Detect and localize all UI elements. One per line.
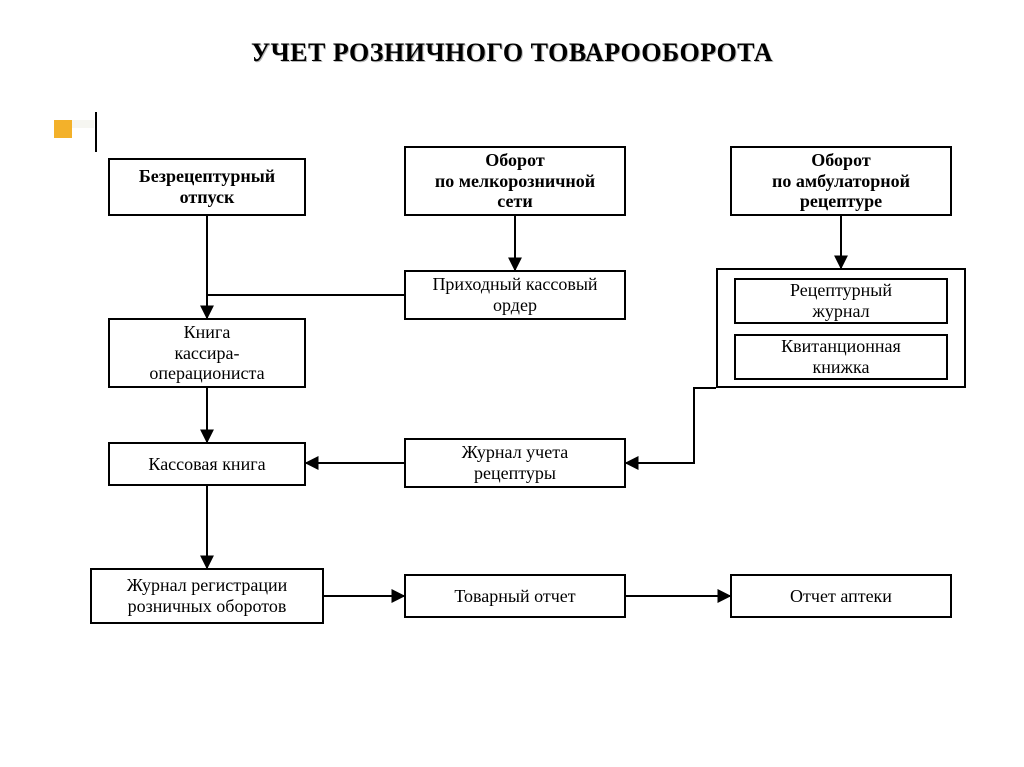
- node-cashier-operator-book: Книгакассира-операциониста: [108, 318, 306, 388]
- node-receipt-book: Квитанционнаякнижка: [734, 334, 948, 380]
- accent-bar: [72, 120, 94, 128]
- diagram-canvas: УЧЕТ РОЗНИЧНОГО ТОВАРООБОРОТА Безрецепту…: [0, 0, 1024, 767]
- node-otc-release: Безрецептурныйотпуск: [108, 158, 306, 216]
- node-goods-report: Товарный отчет: [404, 574, 626, 618]
- node-cash-book: Кассовая книга: [108, 442, 306, 486]
- node-prescription-journal: Рецептурныйжурнал: [734, 278, 948, 324]
- node-cash-receipt-order: Приходный кассовыйордер: [404, 270, 626, 320]
- node-pharmacy-report: Отчет аптеки: [730, 574, 952, 618]
- node-outpatient-prescription-turnover: Оборотпо амбулаторнойрецептуре: [730, 146, 952, 216]
- page-title: УЧЕТ РОЗНИЧНОГО ТОВАРООБОРОТА: [0, 38, 1024, 68]
- accent-square: [54, 120, 72, 138]
- text-cursor: [95, 112, 97, 152]
- node-retail-network-turnover: Оборотпо мелкорозничнойсети: [404, 146, 626, 216]
- node-prescription-accounting-journal: Журнал учетарецептуры: [404, 438, 626, 488]
- edge-e7: [626, 388, 716, 463]
- node-retail-turnover-register: Журнал регистрациирозничных оборотов: [90, 568, 324, 624]
